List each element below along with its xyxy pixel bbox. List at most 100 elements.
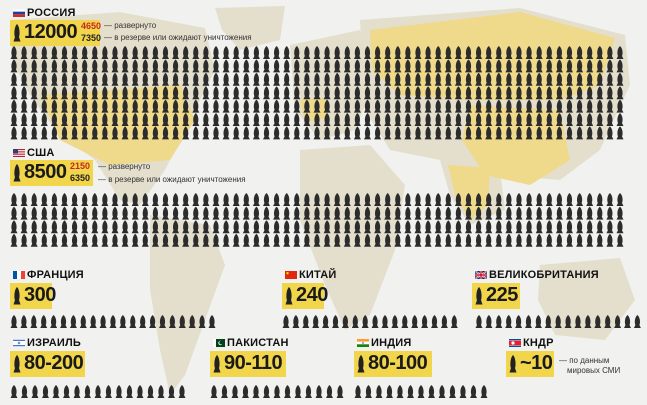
bomb-icon [293, 206, 301, 220]
bomb-icon [576, 233, 584, 247]
bomb-icon [596, 72, 604, 86]
bomb-icon [444, 46, 452, 59]
bomb-icon [396, 385, 404, 398]
bomb-icon [576, 59, 584, 73]
bomb-icon [303, 86, 311, 100]
bomb-icon [202, 220, 210, 234]
bomb-icon [485, 46, 493, 59]
russia-flag-icon [13, 9, 25, 17]
bomb-icon [313, 86, 321, 100]
bomb-icon [242, 72, 250, 86]
bomb-icon [454, 113, 462, 126]
bomb-icon [162, 126, 169, 140]
bomb-icon [10, 86, 18, 100]
bomb-icon [162, 72, 169, 86]
bomb-icon [71, 193, 79, 206]
bomb-icon [465, 126, 472, 140]
bomb-icon [353, 59, 361, 73]
bomb-icon [545, 86, 553, 100]
bomb-icon [555, 59, 563, 73]
bomb-icon [555, 72, 563, 86]
bomb-icon [616, 99, 624, 113]
bomb-icon [424, 126, 432, 140]
bomb-icon [192, 46, 200, 59]
bomb-icon [91, 86, 99, 100]
bomb-icon [162, 113, 169, 126]
bomb-icon [394, 113, 402, 126]
bomb-icon [192, 206, 200, 220]
bomb-icon [303, 193, 311, 206]
bomb-icon [91, 46, 99, 59]
bomb-icon [202, 99, 210, 113]
bomb-icon [50, 113, 58, 126]
bomb-icon [323, 113, 331, 126]
bomb-icon [485, 315, 493, 328]
bomb-icon [121, 86, 129, 100]
bomb-icon [303, 46, 311, 59]
bomb-icon [61, 220, 68, 234]
bomb-icon [404, 206, 412, 220]
bomb-icon [60, 315, 67, 328]
bomb-icon [495, 99, 503, 113]
pakistan-block: ПАКИСТАН 90-110 [200, 330, 350, 405]
bomb-icon [312, 315, 320, 328]
greenland-shape [215, 6, 285, 50]
uk-bomb-grid [475, 315, 641, 328]
bomb-icon [313, 233, 321, 247]
bomb-icon [13, 164, 21, 182]
bomb-icon [273, 385, 281, 398]
bomb-icon [459, 385, 467, 398]
bomb-icon [475, 59, 483, 73]
bomb-icon [212, 99, 220, 113]
bomb-icon [343, 46, 351, 59]
bomb-icon [20, 46, 28, 59]
bomb-icon [333, 206, 341, 220]
bomb-icon [475, 113, 483, 126]
bomb-icon [596, 86, 604, 100]
bomb-icon [333, 86, 341, 100]
bomb-icon [182, 233, 190, 247]
bomb-icon [84, 385, 91, 398]
bomb-icon [302, 315, 310, 328]
bomb-icon [192, 113, 200, 126]
bomb-icon [42, 385, 49, 398]
bomb-icon [414, 46, 422, 59]
bomb-icon [374, 86, 382, 100]
bomb-icon [414, 86, 422, 100]
bomb-icon [361, 315, 369, 328]
bomb-icon [424, 72, 432, 86]
bomb-icon [515, 315, 523, 328]
bomb-icon [50, 99, 58, 113]
bomb-icon [596, 99, 604, 113]
bomb-icon [192, 126, 200, 140]
bomb-icon [141, 233, 149, 247]
bomb-icon [365, 385, 372, 398]
bomb-icon [384, 206, 392, 220]
bomb-icon [109, 315, 117, 328]
bomb-icon [374, 72, 382, 86]
bomb-icon [283, 193, 291, 206]
bomb-icon [353, 126, 361, 140]
bomb-icon [454, 86, 462, 100]
bomb-icon [182, 86, 190, 100]
bomb-icon [10, 126, 18, 140]
bomb-icon [273, 59, 281, 73]
bomb-icon [263, 46, 270, 59]
bomb-icon [273, 72, 281, 86]
bomb-icon [525, 72, 533, 86]
bomb-icon [505, 233, 513, 247]
bomb-icon [374, 46, 382, 59]
bomb-icon [525, 206, 533, 220]
bomb-icon [606, 206, 614, 220]
bomb-icon [313, 193, 321, 206]
bomb-icon [61, 86, 68, 100]
bomb-icon [50, 86, 58, 100]
bomb-icon [534, 315, 542, 328]
bomb-icon [485, 113, 493, 126]
bomb-icon [495, 86, 503, 100]
bomb-icon [535, 113, 543, 126]
bomb-icon [353, 193, 361, 206]
bomb-icon [470, 385, 477, 398]
bomb-icon [576, 99, 584, 113]
bomb-icon [444, 206, 452, 220]
